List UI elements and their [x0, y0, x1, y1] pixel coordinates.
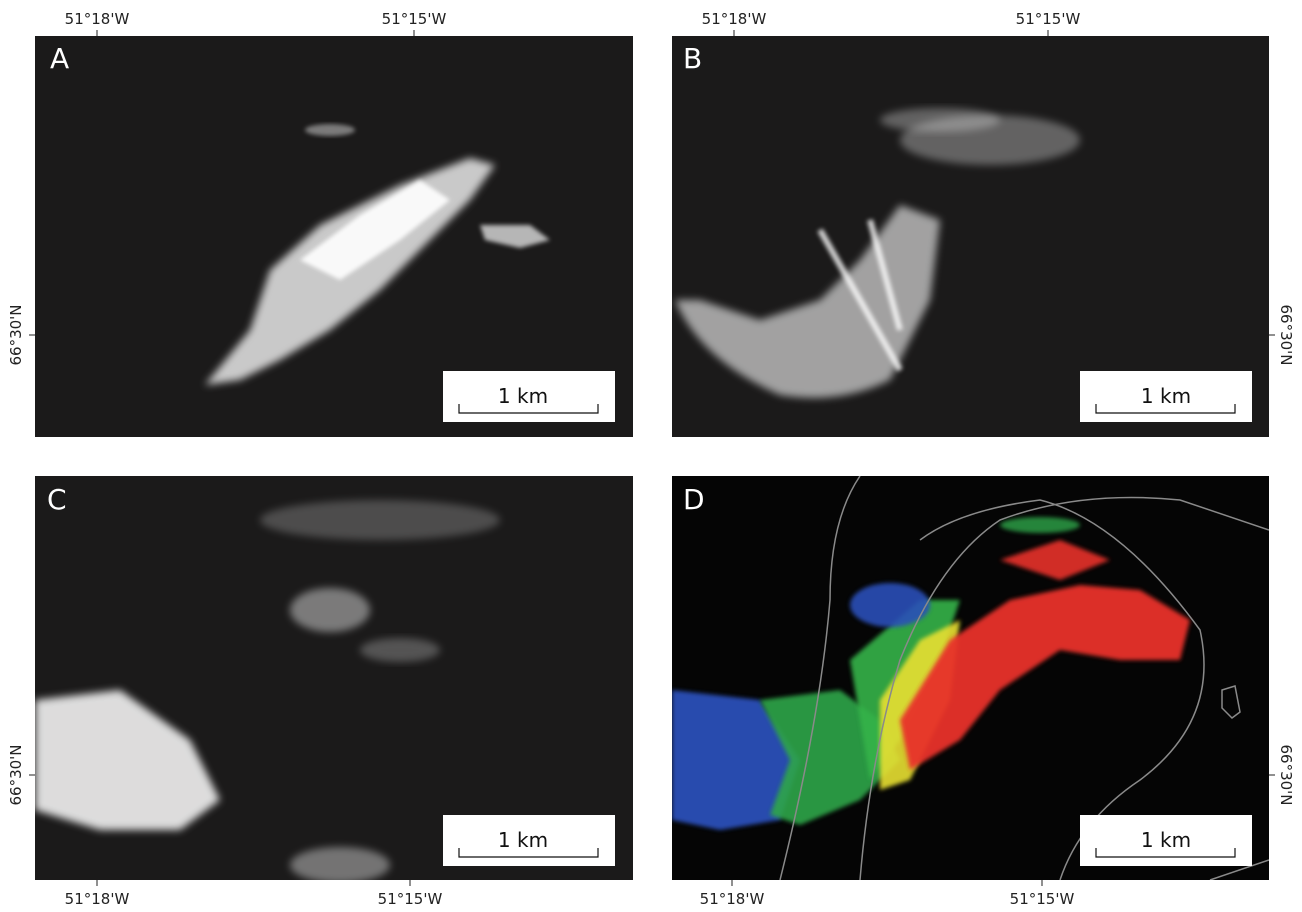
latitude-label: 66°30'N — [1277, 304, 1295, 365]
latitude-label: 66°30'N — [7, 744, 25, 805]
longitude-label: 51°18'W — [700, 890, 765, 908]
latitude-label: 66°30'N — [7, 304, 25, 365]
panel-c: C 1 km 51°18'W 51°15'W 66°30'N — [7, 476, 633, 908]
panel-label: A — [50, 42, 69, 75]
scale-text: 1 km — [498, 384, 548, 408]
panel-b: B 1 km 51°18'W 51°15'W 66°30'N — [672, 10, 1295, 437]
panel-label: D — [683, 483, 705, 516]
longitude-label: 51°15'W — [1010, 890, 1075, 908]
panel-d: D 1 km 51°18'W 51°15'W 66°30'N — [672, 476, 1295, 908]
panel-a: A 1 km 51°18'W 51°15'W 66°30'N — [7, 10, 633, 437]
longitude-label: 51°18'W — [65, 890, 130, 908]
scale-text: 1 km — [498, 828, 548, 852]
panel-label: B — [683, 42, 702, 75]
scale-text: 1 km — [1141, 384, 1191, 408]
figure: A 1 km 51°18'W 51°15'W 66°30'N B 1 km 51… — [0, 0, 1302, 912]
longitude-label: 51°18'W — [702, 10, 767, 28]
longitude-label: 51°15'W — [1016, 10, 1081, 28]
latitude-label: 66°30'N — [1277, 744, 1295, 805]
longitude-label: 51°15'W — [382, 10, 447, 28]
longitude-label: 51°18'W — [65, 10, 130, 28]
scale-text: 1 km — [1141, 828, 1191, 852]
panel-label: C — [47, 483, 67, 516]
longitude-label: 51°15'W — [378, 890, 443, 908]
